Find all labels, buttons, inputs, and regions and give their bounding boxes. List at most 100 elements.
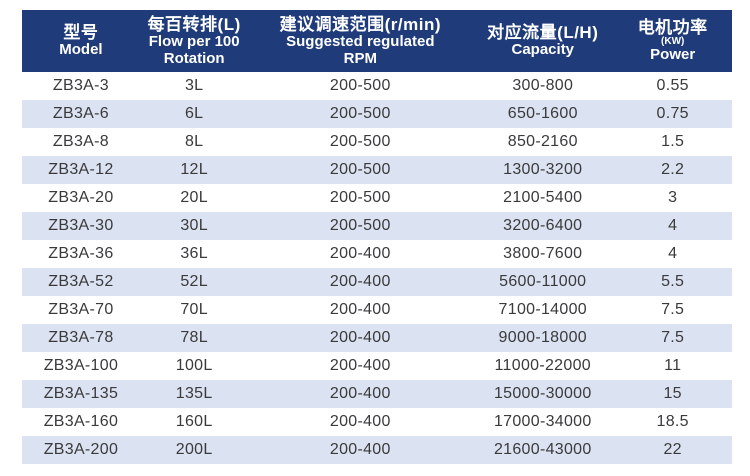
cell-power: 11 bbox=[664, 357, 682, 374]
cell-capacity: 7100-14000 bbox=[498, 301, 587, 318]
cell-model: ZB3A-100 bbox=[43, 357, 119, 374]
table-row: ZB3A-70 70L 200-400 7100-14000 7.5 bbox=[22, 296, 732, 324]
cell-rpm: 200-500 bbox=[329, 105, 391, 122]
table-row: ZB3A-52 52L 200-400 5600-11000 5.5 bbox=[22, 268, 732, 296]
cell-power: 5.5 bbox=[661, 273, 685, 290]
table-row: ZB3A-12 12L 200-500 1300-3200 2.2 bbox=[22, 156, 732, 184]
table-body: ZB3A-3 3L 200-500 300-800 0.55 ZB3A-6 6L 200-50… bbox=[22, 72, 732, 464]
header-capacity-zh: 对应流量(L/H) bbox=[487, 23, 599, 43]
cell-rpm: 200-400 bbox=[329, 273, 391, 290]
header-capacity: 对应流量(L/H) Capacity bbox=[472, 10, 613, 72]
header-rpm-en-line1: Suggested regulated bbox=[286, 32, 435, 50]
table-header: 型号 Model 每百转排(L) Flow per 100 Rotation 建… bbox=[22, 10, 732, 72]
cell-model: ZB3A-78 bbox=[48, 329, 114, 346]
header-capacity-en: Capacity bbox=[511, 41, 575, 59]
header-power: 电机功率 (KW) Power bbox=[613, 10, 732, 72]
cell-flow: 6L bbox=[184, 105, 204, 122]
table-row: ZB3A-36 36L 200-400 3800-7600 4 bbox=[22, 240, 732, 268]
header-flow-en-line2: Rotation bbox=[163, 49, 225, 67]
header-power-zh: 电机功率 bbox=[637, 18, 708, 38]
cell-model: ZB3A-30 bbox=[48, 217, 114, 234]
cell-model: ZB3A-20 bbox=[48, 189, 114, 206]
cell-power: 18.5 bbox=[656, 413, 689, 430]
table-row: ZB3A-8 8L 200-500 850-2160 1.5 bbox=[22, 128, 732, 156]
cell-power: 7.5 bbox=[661, 329, 685, 346]
cell-power: 7.5 bbox=[661, 301, 685, 318]
cell-flow: 200L bbox=[175, 441, 213, 458]
cell-model: ZB3A-70 bbox=[48, 301, 114, 318]
cell-power: 0.75 bbox=[656, 105, 689, 122]
cell-capacity: 300-800 bbox=[512, 77, 574, 94]
table-row: ZB3A-30 30L 200-500 3200-6400 4 bbox=[22, 212, 732, 240]
cell-rpm: 200-500 bbox=[329, 77, 391, 94]
cell-model: ZB3A-3 bbox=[52, 77, 109, 94]
cell-power: 0.55 bbox=[656, 77, 689, 94]
cell-rpm: 200-500 bbox=[329, 133, 391, 150]
cell-capacity: 850-2160 bbox=[507, 133, 578, 150]
cell-flow: 3L bbox=[184, 77, 204, 94]
table-row: ZB3A-100 100L 200-400 11000-22000 11 bbox=[22, 352, 732, 380]
cell-capacity: 650-1600 bbox=[507, 105, 578, 122]
table-row: ZB3A-20 20L 200-500 2100-5400 3 bbox=[22, 184, 732, 212]
cell-rpm: 200-400 bbox=[329, 301, 391, 318]
cell-rpm: 200-400 bbox=[329, 413, 391, 430]
cell-model: ZB3A-8 bbox=[52, 133, 109, 150]
cell-capacity: 21600-43000 bbox=[493, 441, 592, 458]
cell-capacity: 2100-5400 bbox=[503, 189, 583, 206]
cell-capacity: 3800-7600 bbox=[503, 245, 583, 262]
header-power-kw: (KW) bbox=[661, 36, 685, 48]
table-row: ZB3A-200 200L 200-400 21600-43000 22 bbox=[22, 436, 732, 464]
table-row: ZB3A-6 6L 200-500 650-1600 0.75 bbox=[22, 100, 732, 128]
cell-power: 2.2 bbox=[661, 161, 685, 178]
cell-rpm: 200-400 bbox=[329, 329, 391, 346]
header-model-en: Model bbox=[59, 41, 103, 59]
cell-power: 4 bbox=[668, 245, 678, 262]
table-row: ZB3A-3 3L 200-500 300-800 0.55 bbox=[22, 72, 732, 100]
cell-flow: 12L bbox=[180, 161, 208, 178]
cell-rpm: 200-500 bbox=[329, 189, 391, 206]
cell-model: ZB3A-160 bbox=[43, 413, 119, 430]
cell-model: ZB3A-135 bbox=[43, 385, 119, 402]
cell-model: ZB3A-200 bbox=[43, 441, 119, 458]
cell-capacity: 15000-30000 bbox=[493, 385, 592, 402]
cell-capacity: 11000-22000 bbox=[494, 357, 591, 374]
header-power-en: Power bbox=[650, 46, 696, 64]
header-rpm: 建议调速范围(r/min) Suggested regulated RPM bbox=[248, 10, 472, 72]
cell-rpm: 200-400 bbox=[329, 385, 391, 402]
cell-model: ZB3A-6 bbox=[52, 105, 109, 122]
cell-flow: 30L bbox=[180, 217, 208, 234]
cell-flow: 52L bbox=[180, 273, 208, 290]
cell-flow: 78L bbox=[180, 329, 208, 346]
cell-rpm: 200-400 bbox=[329, 245, 391, 262]
table-row: ZB3A-160 160L 200-400 17000-34000 18.5 bbox=[22, 408, 732, 436]
spec-table: 型号 Model 每百转排(L) Flow per 100 Rotation 建… bbox=[22, 10, 732, 464]
cell-power: 4 bbox=[668, 217, 678, 234]
header-model: 型号 Model bbox=[22, 10, 140, 72]
cell-model: ZB3A-36 bbox=[48, 245, 114, 262]
cell-model: ZB3A-12 bbox=[48, 161, 114, 178]
cell-capacity: 1300-3200 bbox=[503, 161, 583, 178]
cell-rpm: 200-500 bbox=[329, 217, 391, 234]
cell-flow: 135L bbox=[175, 385, 213, 402]
cell-capacity: 3200-6400 bbox=[503, 217, 583, 234]
cell-rpm: 200-500 bbox=[329, 161, 391, 178]
cell-flow: 100L bbox=[175, 357, 213, 374]
cell-power: 3 bbox=[668, 189, 678, 206]
cell-model: ZB3A-52 bbox=[48, 273, 114, 290]
cell-capacity: 9000-18000 bbox=[498, 329, 587, 346]
header-flow: 每百转排(L) Flow per 100 Rotation bbox=[140, 10, 249, 72]
cell-rpm: 200-400 bbox=[329, 441, 391, 458]
cell-flow: 8L bbox=[184, 133, 204, 150]
cell-power: 22 bbox=[663, 441, 682, 458]
cell-flow: 160L bbox=[175, 413, 213, 430]
cell-flow: 36L bbox=[180, 245, 208, 262]
cell-power: 1.5 bbox=[661, 133, 685, 150]
cell-power: 15 bbox=[663, 385, 682, 402]
header-flow-en-line1: Flow per 100 bbox=[148, 32, 240, 50]
cell-rpm: 200-400 bbox=[329, 357, 391, 374]
header-model-zh: 型号 bbox=[63, 23, 99, 43]
header-flow-zh: 每百转排(L) bbox=[147, 14, 241, 34]
table-row: ZB3A-135 135L 200-400 15000-30000 15 bbox=[22, 380, 732, 408]
header-rpm-en-line2: RPM bbox=[343, 49, 377, 67]
cell-flow: 70L bbox=[180, 301, 208, 318]
